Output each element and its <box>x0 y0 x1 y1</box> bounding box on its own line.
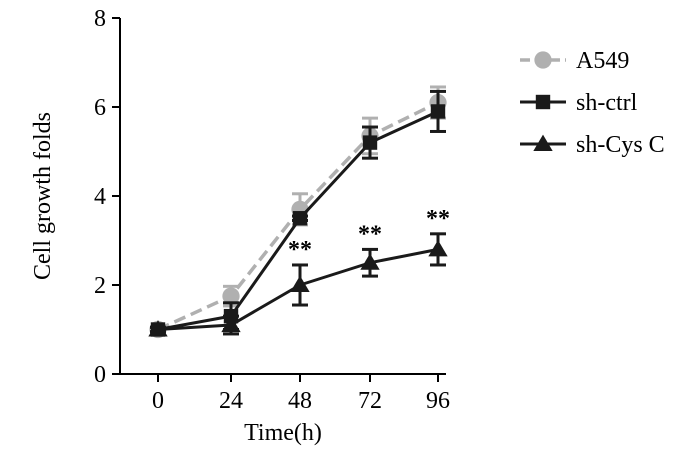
y-tick-label: 4 <box>94 184 106 210</box>
legend-label: sh-Cys C <box>576 132 665 158</box>
significance-label: ** <box>426 206 450 232</box>
x-tick-label: 72 <box>358 388 382 414</box>
significance-label: ** <box>288 237 312 263</box>
legend: A549 sh-ctrl sh-Cys C <box>520 48 665 158</box>
y-tick-label: 6 <box>94 95 106 121</box>
data-point <box>292 211 308 226</box>
x-axis-label: Time(h) <box>244 420 322 446</box>
series-layer <box>148 85 448 339</box>
y-tick-label: 0 <box>94 362 106 388</box>
legend-marker <box>535 94 551 110</box>
series-sh-cys-c <box>148 232 448 337</box>
x-tick-label: 0 <box>152 388 164 414</box>
data-point <box>221 315 241 333</box>
data-point <box>428 240 448 257</box>
legend-marker <box>534 51 552 69</box>
annotation-layer: ** ** ** <box>288 206 450 263</box>
data-point <box>148 320 168 337</box>
legend-item: A549 <box>520 48 629 74</box>
x-tick-label: 48 <box>288 388 312 414</box>
y-tick-label: 2 <box>94 273 106 299</box>
legend-item: sh-ctrl <box>520 90 638 116</box>
significance-label: ** <box>358 221 382 247</box>
series-sh-ctrl <box>150 89 446 337</box>
data-point <box>290 275 310 293</box>
x-tick-label: 96 <box>426 388 450 414</box>
legend-label: sh-ctrl <box>576 90 638 116</box>
data-point <box>222 287 240 305</box>
y-axis-label: Cell growth folds <box>30 112 56 280</box>
legend-item: sh-Cys C <box>520 132 665 158</box>
data-point <box>360 253 380 270</box>
legend-label: A549 <box>576 48 629 74</box>
data-point <box>430 104 446 119</box>
x-tick-label: 24 <box>219 388 243 414</box>
x-ticks: 0 24 48 72 96 <box>152 374 450 414</box>
y-tick-label: 8 <box>94 6 106 32</box>
legend-marker <box>533 134 553 152</box>
data-point <box>362 135 378 150</box>
axes <box>119 18 446 375</box>
y-ticks: 0 2 4 6 8 <box>94 6 120 388</box>
